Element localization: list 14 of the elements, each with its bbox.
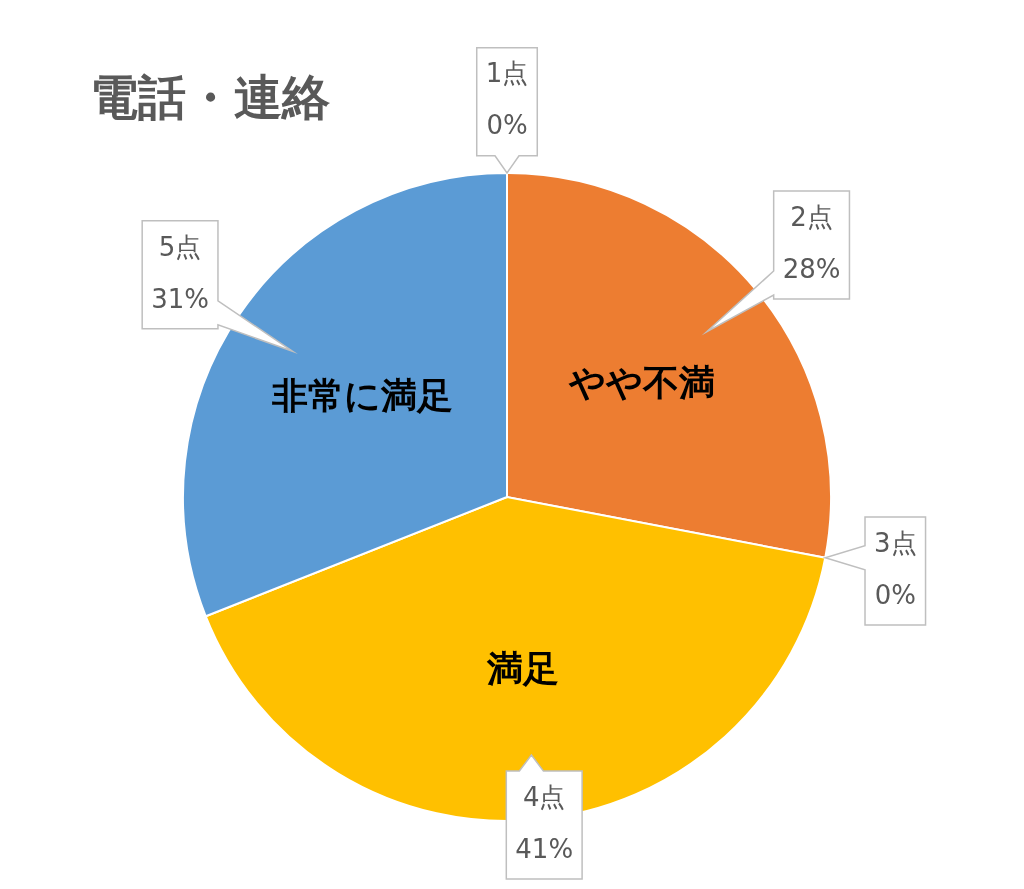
slice-label: 5点 — [158, 231, 202, 262]
data-label: 28% — [782, 253, 841, 284]
chart-title: 電話・連絡 — [90, 68, 330, 127]
slice-label: 2点 — [790, 201, 833, 232]
data-label: 41% — [515, 833, 574, 864]
text: 0% — [486, 110, 528, 141]
text: 満足 — [487, 647, 560, 689]
category-label: 3点 — [874, 527, 917, 558]
slice-label: 4点 — [522, 781, 566, 812]
text: 0% — [874, 579, 916, 610]
text: やや不満 — [568, 361, 715, 403]
text: 非常に満足 — [271, 375, 453, 417]
category-label: 1点 — [485, 58, 529, 89]
data-label: 31% — [151, 283, 209, 314]
